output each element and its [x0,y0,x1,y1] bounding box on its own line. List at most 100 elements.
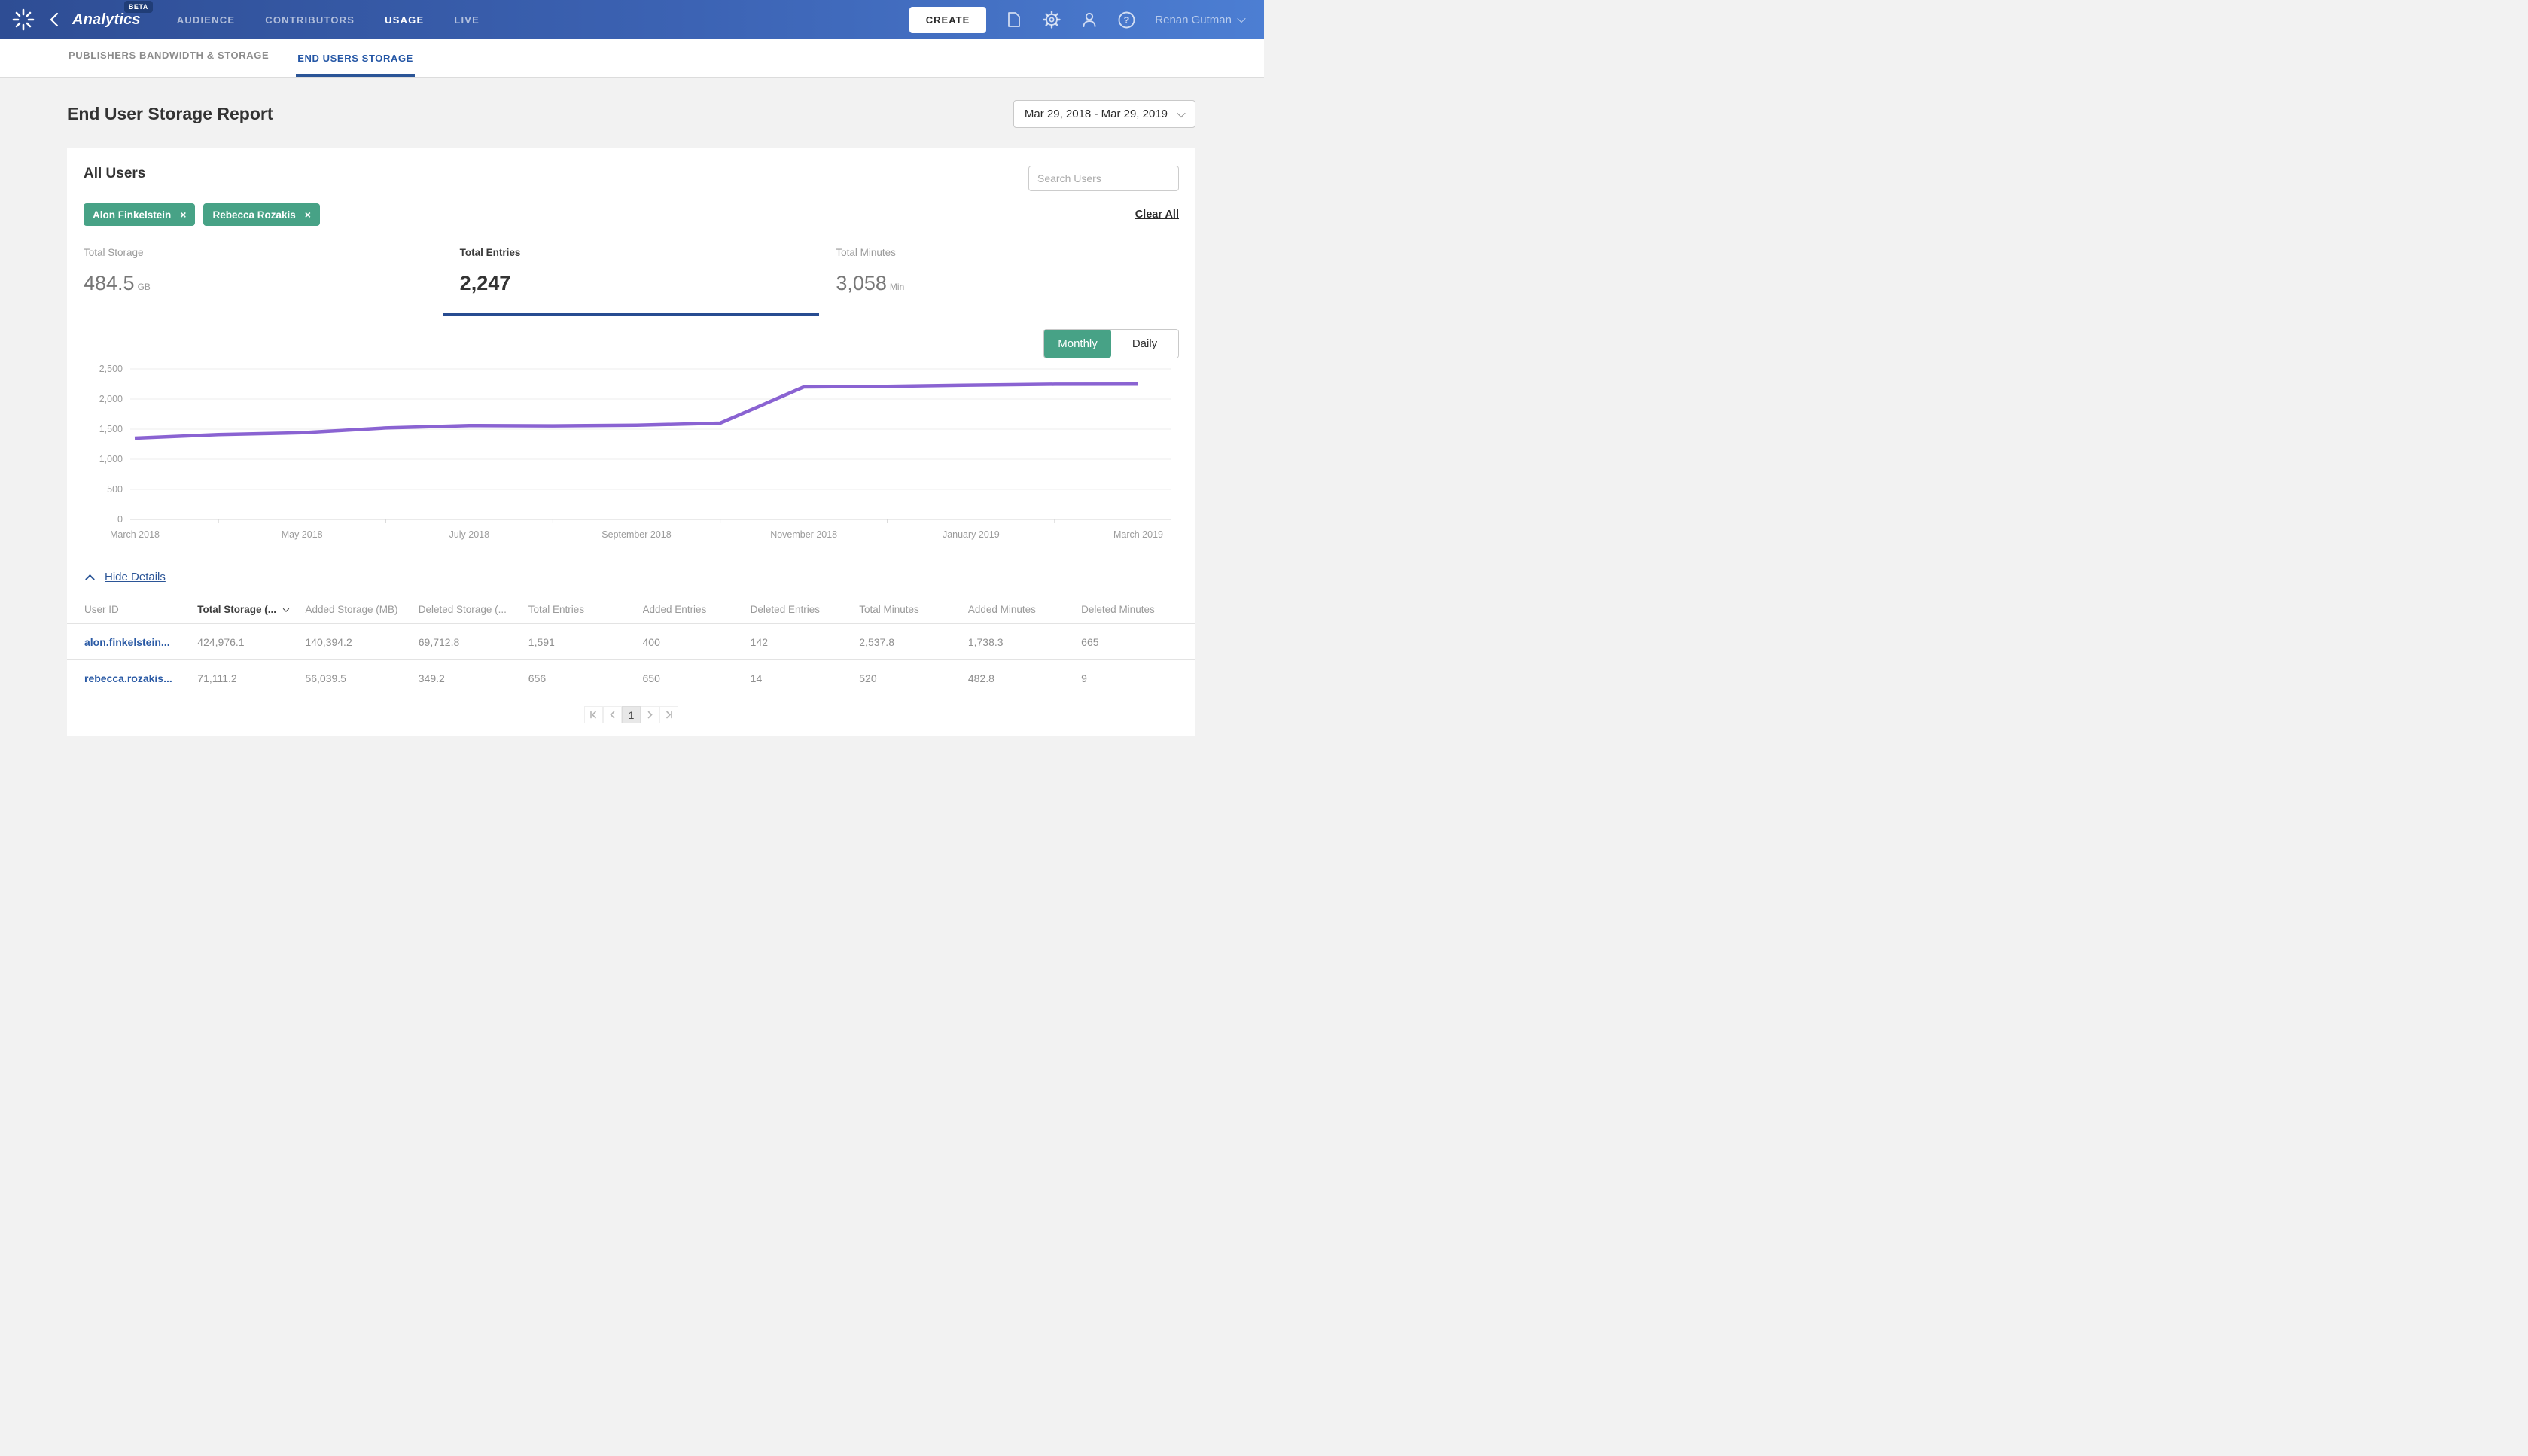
table-cell: 424,976.1 [197,635,245,648]
metric-value: 3,058 Min [836,272,905,294]
column-header-label: Total Minutes [859,604,919,615]
column-header-added-storage-mb[interactable]: Added Storage (MB) [305,604,418,615]
metric-tab-total-entries[interactable]: Total Entries 2,247 [443,241,820,316]
table-cell: 482.8 [967,672,994,684]
pagination-current-page[interactable]: 1 [622,706,641,723]
table-cell: 1,738.3 [967,635,1004,648]
toggle-daily-button[interactable]: Daily [1111,330,1178,358]
metric-value: 484.5 GB [84,272,151,294]
pagination-next-button[interactable] [641,706,659,723]
svg-text:500: 500 [107,484,123,495]
nav-menu: AUDIENCE CONTRIBUTORS USAGE LIVE [177,14,480,26]
all-users-heading: All Users [84,166,146,181]
column-header-deleted-entries[interactable]: Deleted Entries [751,604,860,615]
nav-item-live[interactable]: LIVE [454,14,480,26]
metric-label: Total Entries [459,247,521,258]
column-header-total-storage[interactable]: Total Storage (... [197,604,305,615]
svg-text:1,500: 1,500 [99,424,123,434]
pagination-last-button[interactable] [659,706,678,723]
svg-text:March 2019: March 2019 [1113,529,1163,540]
table-cell: 56,039.5 [305,672,346,684]
table-cell: 14 [750,672,763,684]
sort-chevron-down-icon [282,605,290,612]
svg-text:March 2018: March 2018 [110,529,160,540]
toggle-monthly-button[interactable]: Monthly [1044,330,1111,358]
column-header-label: Deleted Entries [750,604,820,615]
column-header-label: Added Storage (MB) [305,604,398,615]
hide-details-link[interactable]: Hide Details [105,571,166,583]
column-header-label: User ID [84,604,119,615]
create-button[interactable]: CREATE [909,6,987,33]
column-header-added-entries[interactable]: Added Entries [643,604,751,615]
back-chevron-icon[interactable] [50,12,59,27]
metrics-row: Total Storage 484.5 GB Total Entries 2,247 To… [67,241,1195,316]
svg-text:January 2019: January 2019 [943,529,1000,540]
column-header-label: Added Minutes [967,604,1036,615]
clear-all-link[interactable]: Clear All [1135,209,1179,221]
metric-unit: GB [137,282,151,292]
column-header-total-entries[interactable]: Total Entries [528,604,643,615]
kaltura-logo-icon[interactable] [11,7,36,32]
chip-label: Rebecca Rozakis [212,209,296,221]
table-body: alon.finkelstein... 424,976.1 140,394.2 69,… [67,624,1195,696]
column-header-deleted-minutes[interactable]: Deleted Minutes [1081,604,1178,615]
chevron-down-icon [1177,108,1186,117]
pagination: 1 [67,696,1195,736]
svg-text:1,000: 1,000 [99,454,123,465]
table-row: rebecca.rozakis... 71,111.2 56,039.5 349.2 6… [67,660,1195,696]
chevron-up-icon [85,574,95,584]
column-header-deleted-storage[interactable]: Deleted Storage (... [419,604,528,615]
column-header-label: Total Entries [528,604,585,615]
report-card: All Users Alon Finkelstein×Rebecca Rozak… [67,148,1195,736]
gear-icon[interactable] [1042,10,1061,29]
user-chip[interactable]: Rebecca Rozakis × [203,203,320,226]
table-cell: 71,111.2 [197,672,237,684]
column-header-total-minutes[interactable]: Total Minutes [859,604,968,615]
chip-remove-icon[interactable]: × [180,209,187,221]
chips-row: Alon Finkelstein × Rebecca Rozakis × Clear … [67,191,1195,241]
table-cell: 349.2 [418,672,445,684]
chip-label: Alon Finkelstein [93,209,172,221]
chevron-down-icon [1237,14,1246,23]
svg-text:September 2018: September 2018 [602,529,671,540]
table-cell: 2,537.8 [859,635,894,648]
pagination-first-button[interactable] [584,706,603,723]
table-cell: 400 [642,635,660,648]
app-title: Analytics [72,11,141,28]
table-header: User ID Total Storage (... Added Storage (… [67,595,1195,624]
user-id-link[interactable]: rebecca.rozakis... [84,672,172,684]
column-header-label: Total Storage (... [197,604,277,615]
page-title: End User Storage Report [67,104,273,123]
user-icon[interactable] [1080,11,1098,29]
column-header-label: Deleted Minutes [1081,604,1155,615]
table-cell: 69,712.8 [418,635,460,648]
svg-text:July 2018: July 2018 [449,529,490,540]
user-id-link[interactable]: alon.finkelstein... [84,635,170,648]
chip-remove-icon[interactable]: × [304,209,311,221]
column-header-user-id[interactable]: User ID [84,604,197,615]
column-header-added-minutes[interactable]: Added Minutes [968,604,1081,615]
date-range-value: Mar 29, 2018 - Mar 29, 2019 [1024,108,1168,120]
pagination-prev-button[interactable] [603,706,622,723]
user-chip[interactable]: Alon Finkelstein × [84,203,196,226]
help-glyph: ? [1124,15,1130,26]
subtab-publishers-bandwidth-storage[interactable]: PUBLISHERS BANDWIDTH & STORAGE [69,50,270,61]
metric-tab-total-minutes[interactable]: Total Minutes 3,058 Min [819,241,1195,315]
svg-text:May 2018: May 2018 [282,529,323,540]
user-menu[interactable]: Renan Gutman [1155,14,1246,26]
nav-item-contributors[interactable]: CONTRIBUTORS [265,14,355,26]
subtab-end-users-storage[interactable]: END USERS STORAGE [296,53,415,77]
search-users-input[interactable] [1028,166,1179,191]
date-range-picker[interactable]: Mar 29, 2018 - Mar 29, 2019 [1013,100,1195,128]
column-header-label: Added Entries [642,604,707,615]
folder-icon[interactable] [1005,11,1023,29]
table-cell: 656 [528,672,547,684]
table-row: alon.finkelstein... 424,976.1 140,394.2 69,… [67,624,1195,660]
nav-item-usage[interactable]: USAGE [385,14,425,26]
nav-item-audience[interactable]: AUDIENCE [176,14,236,26]
metric-value: 2,247 [459,272,511,294]
beta-badge: BETA [123,0,153,13]
svg-text:November 2018: November 2018 [770,529,837,540]
metric-tab-total-storage[interactable]: Total Storage 484.5 GB [67,241,443,315]
help-icon[interactable]: ? [1117,11,1136,29]
